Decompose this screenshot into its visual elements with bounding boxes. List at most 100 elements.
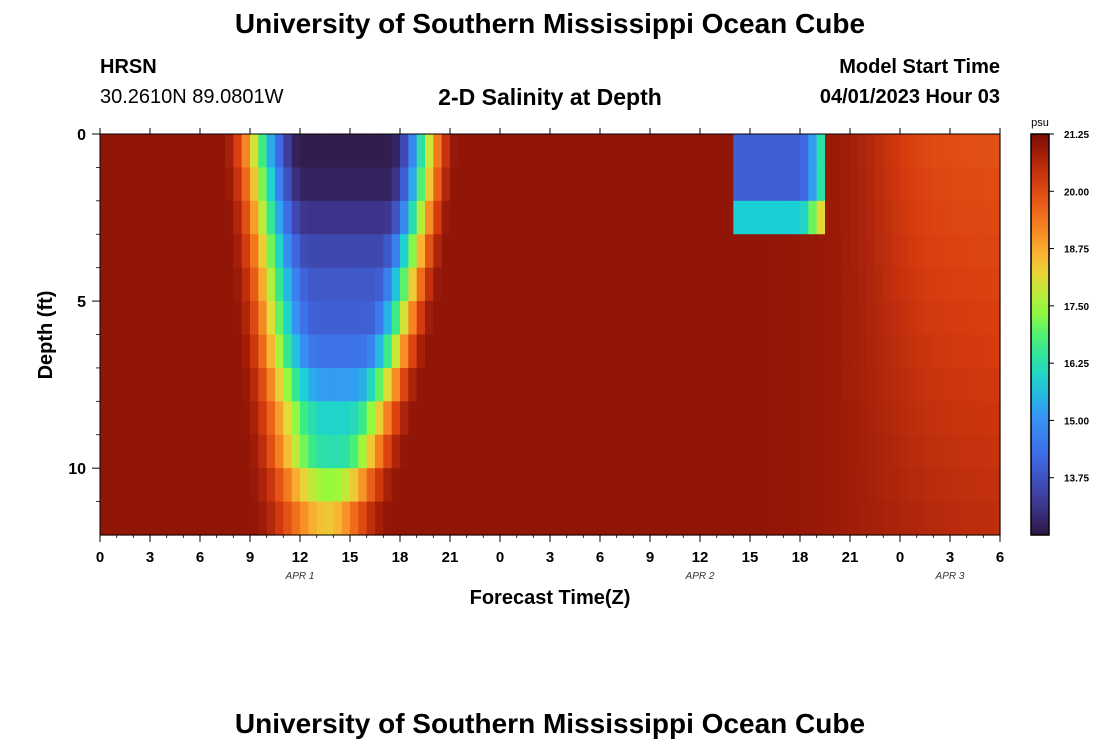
heatmap-cell	[583, 468, 593, 503]
heatmap-cell	[533, 401, 543, 436]
heatmap-cell	[841, 134, 851, 169]
x-tick-label: 0	[896, 549, 904, 566]
heatmap-cell	[991, 267, 1001, 302]
heatmap-cell	[250, 134, 259, 169]
heatmap-cell	[291, 267, 301, 302]
heatmap-cell	[741, 434, 751, 469]
heatmap-cell	[433, 301, 443, 336]
heatmap-cell	[266, 468, 276, 503]
heatmap-cell	[908, 468, 918, 503]
heatmap-cell	[516, 301, 526, 336]
heatmap-cell	[141, 401, 151, 436]
heatmap-cell	[808, 401, 818, 436]
heatmap-cell	[600, 200, 609, 235]
heatmap-cell	[283, 334, 293, 369]
x-tick-label: 12	[692, 549, 709, 566]
heatmap-cell	[558, 434, 568, 469]
heatmap-cell	[425, 267, 434, 302]
heatmap-cell	[550, 200, 559, 235]
heatmap-cell	[716, 234, 726, 269]
heatmap-cell	[200, 367, 209, 402]
heatmap-cell	[483, 134, 493, 169]
heatmap-cell	[983, 234, 993, 269]
heatmap-cell	[316, 134, 326, 169]
heatmap-cell	[241, 301, 251, 336]
heatmap-cell	[150, 501, 159, 536]
heatmap-cell	[958, 468, 968, 503]
heatmap-cell	[900, 200, 909, 235]
heatmap-cell	[383, 301, 393, 336]
heatmap-cell	[150, 301, 159, 336]
heatmap-cell	[258, 301, 268, 336]
heatmap-cell	[300, 301, 309, 336]
heatmap-cell	[475, 468, 484, 503]
heatmap-cell	[258, 167, 268, 202]
heatmap-cell	[166, 301, 176, 336]
heatmap-cell	[208, 200, 218, 235]
heatmap-cell	[425, 134, 434, 169]
heatmap-cell	[566, 367, 576, 402]
heatmap-cell	[950, 200, 959, 235]
heatmap-cell	[158, 401, 168, 436]
heatmap-cell	[675, 434, 684, 469]
heatmap-grid	[100, 134, 1001, 536]
heatmap-cell	[875, 200, 884, 235]
heatmap-cell	[591, 200, 601, 235]
heatmap-cell	[208, 301, 218, 336]
heatmap-cell	[483, 334, 493, 369]
heatmap-cell	[225, 434, 234, 469]
heatmap-cell	[366, 234, 376, 269]
heatmap-cell	[608, 334, 618, 369]
heatmap-cell	[266, 167, 276, 202]
heatmap-cell	[200, 401, 209, 436]
heatmap-cell	[558, 334, 568, 369]
heatmap-cell	[166, 134, 176, 169]
heatmap-cell	[375, 301, 384, 336]
heatmap-cell	[208, 234, 218, 269]
heatmap-cell	[916, 401, 926, 436]
heatmap-cell	[675, 234, 684, 269]
x-tick-label: 15	[742, 549, 759, 566]
heatmap-cell	[183, 434, 193, 469]
heatmap-cell	[308, 401, 318, 436]
heatmap-cell	[966, 167, 976, 202]
heatmap-cell	[641, 134, 651, 169]
heatmap-cell	[483, 501, 493, 536]
heatmap-cell	[200, 434, 209, 469]
x-tick-label: 21	[442, 549, 459, 566]
heatmap-cell	[866, 334, 876, 369]
heatmap-cell	[408, 501, 418, 536]
heatmap-cell	[350, 267, 359, 302]
heatmap-cell	[675, 267, 684, 302]
heatmap-cell	[583, 501, 593, 536]
heatmap-cell	[575, 401, 584, 436]
heatmap-cell	[116, 367, 126, 402]
heatmap-cell	[841, 334, 851, 369]
heatmap-cell	[283, 167, 293, 202]
heatmap-cell	[125, 200, 134, 235]
heatmap-cell	[508, 468, 518, 503]
heatmap-cell	[291, 367, 301, 402]
heatmap-cell	[608, 167, 618, 202]
heatmap-cell	[483, 367, 493, 402]
heatmap-cell	[516, 468, 526, 503]
heatmap-cell	[641, 468, 651, 503]
heatmap-cell	[800, 334, 809, 369]
heatmap-cell	[558, 267, 568, 302]
heatmap-cell	[700, 434, 709, 469]
heatmap-cell	[150, 200, 159, 235]
heatmap-cell	[833, 267, 843, 302]
heatmap-cell	[250, 301, 259, 336]
heatmap-cell	[491, 501, 501, 536]
heatmap-cell	[750, 200, 759, 235]
heatmap-cell	[700, 301, 709, 336]
heatmap-cell	[325, 501, 334, 536]
heatmap-cell	[433, 267, 443, 302]
heatmap-cell	[350, 234, 359, 269]
heatmap-cell	[666, 367, 676, 402]
heatmap-cell	[375, 434, 384, 469]
heatmap-cell	[475, 401, 484, 436]
heatmap-cell	[983, 334, 993, 369]
heatmap-cell	[450, 200, 459, 235]
heatmap-cell	[175, 434, 184, 469]
